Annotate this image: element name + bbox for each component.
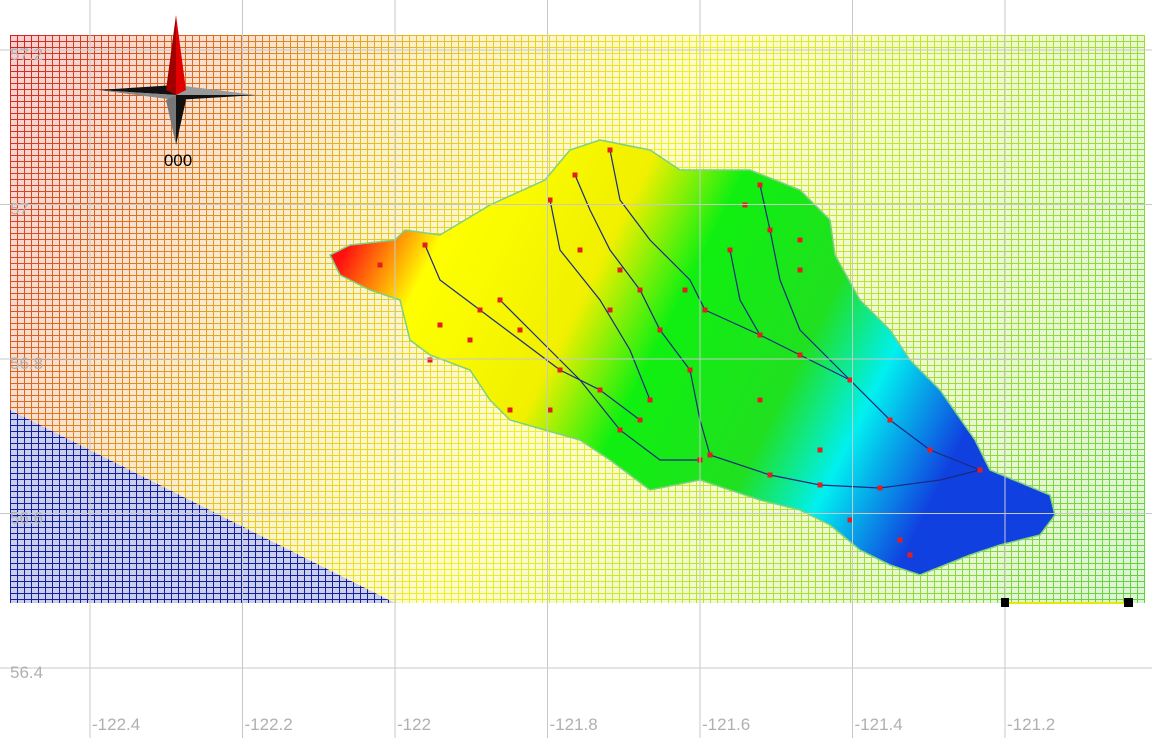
stream-node <box>888 418 893 423</box>
map-view: 000 -122.4 -122.2 -122 -121.8 -121.6 -121.4 -1… <box>0 0 1152 738</box>
stream-node <box>428 358 433 363</box>
stream-node <box>768 228 773 233</box>
stream-node <box>468 338 473 343</box>
stream-node <box>683 288 688 293</box>
stream-node <box>798 238 803 243</box>
x-label: -122.4 <box>92 715 140 734</box>
stream-node <box>638 418 643 423</box>
stream-node <box>573 173 578 178</box>
stream-node <box>758 333 763 338</box>
stream-node <box>848 378 853 383</box>
stream-node <box>423 243 428 248</box>
x-label: -121.8 <box>550 715 598 734</box>
stream-node <box>728 248 733 253</box>
stream-node <box>658 328 663 333</box>
stream-node <box>818 448 823 453</box>
stream-node <box>478 308 483 313</box>
stream-node <box>618 428 623 433</box>
stream-node <box>703 308 708 313</box>
stream-node <box>848 518 853 523</box>
stream-node <box>638 288 643 293</box>
scale-end <box>1124 598 1133 607</box>
stream-node <box>978 468 983 473</box>
x-label: -121.2 <box>1007 715 1055 734</box>
x-label: -122.2 <box>245 715 293 734</box>
stream-node <box>608 308 613 313</box>
stream-node <box>878 486 883 491</box>
stream-node <box>608 148 613 153</box>
x-label: -122 <box>397 715 431 734</box>
stream-node <box>928 448 933 453</box>
stream-node <box>548 198 553 203</box>
stream-node <box>498 298 503 303</box>
stream-node <box>758 398 763 403</box>
stream-node <box>798 268 803 273</box>
stream-node <box>598 388 603 393</box>
stream-node <box>548 408 553 413</box>
stream-node <box>648 398 653 403</box>
stream-node <box>768 473 773 478</box>
y-label: 56.8 <box>10 354 43 373</box>
y-label: 57 <box>10 200 29 219</box>
stream-node <box>508 408 513 413</box>
y-label: 56.4 <box>10 663 43 682</box>
stream-node <box>378 263 383 268</box>
stream-node <box>618 268 623 273</box>
stream-node <box>708 453 713 458</box>
x-label: -121.4 <box>855 715 903 734</box>
y-label: 56.6 <box>10 509 43 528</box>
stream-node <box>558 368 563 373</box>
stream-node <box>518 328 523 333</box>
stream-node <box>908 553 913 558</box>
stream-node <box>438 323 443 328</box>
stream-node <box>818 483 823 488</box>
stream-node <box>798 353 803 358</box>
stream-node <box>578 248 583 253</box>
y-label: 57.2 <box>10 45 43 64</box>
scale-end <box>1001 598 1009 607</box>
stream-node <box>898 538 903 543</box>
compass-label: 000 <box>164 151 192 170</box>
stream-node <box>758 183 763 188</box>
stream-node <box>688 368 693 373</box>
x-label: -121.6 <box>702 715 750 734</box>
